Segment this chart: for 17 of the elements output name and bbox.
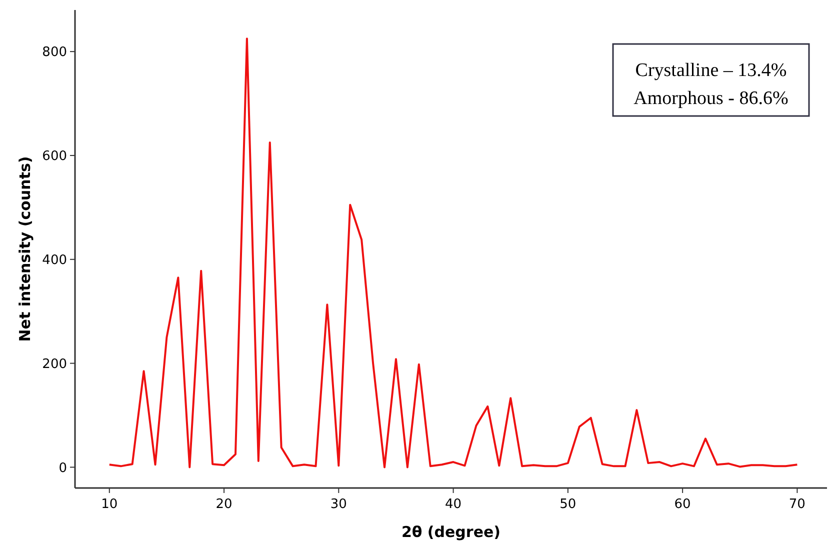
y-tick-label: 600	[42, 149, 67, 164]
x-tick-label: 50	[560, 497, 576, 512]
line-series	[108, 38, 798, 468]
annotation: Amorphous - 86.6%	[634, 88, 788, 109]
y-tick-label: 0	[58, 460, 67, 476]
x-tick-label: 20	[216, 497, 232, 512]
x-tick-label: 60	[674, 497, 691, 512]
y-axis-title: Net intensity (counts)	[16, 156, 34, 342]
x-axis-title: 2θ (degree)	[401, 523, 501, 541]
x-tick-label: 30	[330, 497, 347, 512]
x-tick-label: 40	[445, 497, 462, 512]
y-tick-label: 200	[42, 356, 67, 372]
y-tick-label: 800	[42, 45, 67, 60]
x-tick-label: 10	[101, 497, 118, 512]
x-tick-label: 70	[788, 497, 806, 512]
annotation: Crystalline – 13.4%	[635, 60, 787, 81]
y-tick-label: 400	[42, 252, 67, 268]
